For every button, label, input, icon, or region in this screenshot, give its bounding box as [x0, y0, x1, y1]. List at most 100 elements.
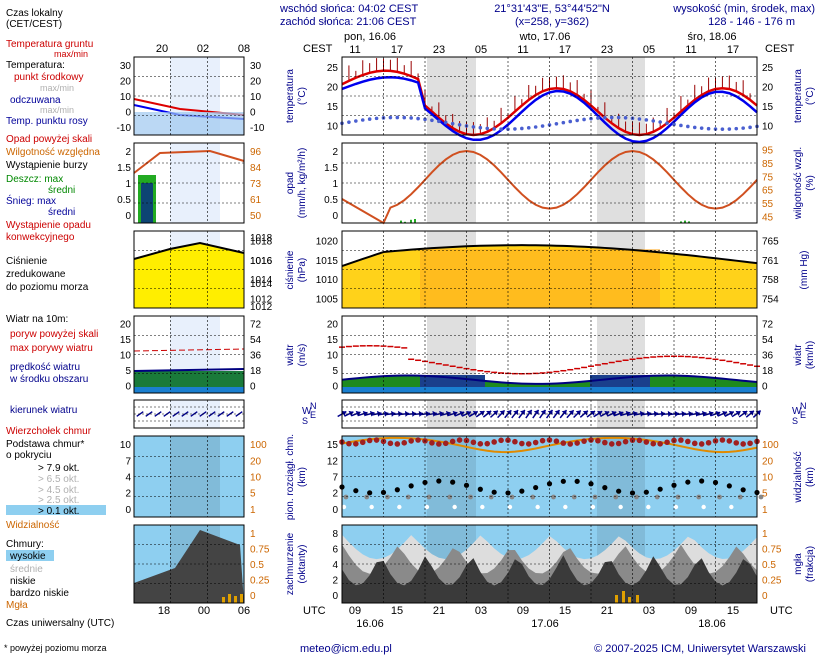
cloud-base-dot [574, 478, 580, 484]
dewpoint-dot [616, 115, 621, 120]
cl-right-tick: 1 [762, 529, 768, 540]
pres-ylabel-line: (hPa) [297, 258, 308, 282]
wind-arrow-head [604, 410, 610, 417]
cloud-top-dot [477, 441, 484, 447]
temp-right-tick: 10 [762, 121, 774, 132]
cloud-base-dot [450, 479, 456, 485]
wind-left-tick: 0 [332, 381, 338, 392]
cl-frame [341, 524, 758, 604]
cb-right-tick: 1 [762, 505, 768, 516]
legend-wind-arrow-shaft [217, 411, 225, 417]
legend-left-tick: 0 [125, 381, 131, 392]
legend-panel [133, 142, 245, 224]
cloud-base-dot [685, 479, 691, 485]
cb-rlabel-line: (km) [805, 467, 816, 487]
height-values: 128 - 146 - 176 m [708, 16, 795, 28]
cb-right-tick: 10 [762, 473, 774, 484]
cloud-base-dot [533, 484, 539, 491]
legend-maxmin-gray2: max/min [40, 105, 74, 115]
pres-rlabel: (mm Hg) [799, 251, 810, 290]
footer-email[interactable]: meteo@icm.edu.pl [300, 643, 392, 655]
wind-arrow [600, 410, 610, 418]
cloud-base-dot [588, 481, 594, 487]
cb-left-tick: 15 [327, 440, 339, 451]
bottom-hour-axis: 09 15 21 03 09 15 21 03 09 15 [349, 605, 739, 617]
cloud-top-dot [567, 441, 574, 447]
temp-left-tick: 25 [327, 63, 339, 74]
cloud-top-dot [539, 437, 546, 444]
wind-right-tick: 36 [762, 351, 774, 362]
dewpoint-dot [533, 125, 538, 129]
legend-precip-above: Opad powyżej skali [6, 134, 92, 145]
legend-fog-bar [228, 594, 231, 603]
pres-right-tick: 761 [762, 256, 779, 267]
cloud-top-dot [366, 437, 373, 444]
temp-rlabel-line: (°C) [805, 87, 816, 105]
legend-wind-area [134, 371, 244, 389]
precip-left-tick: 0 [332, 211, 338, 222]
legend-gust-line [133, 348, 245, 352]
pressure-dark-area [420, 249, 660, 308]
wind-arrow [468, 410, 479, 418]
legend-vlow: bardzo niskie [10, 588, 69, 599]
legend-humidity: Wilgotność względna [6, 147, 100, 158]
panel-temp [340, 56, 759, 144]
wind-arrow-head [728, 410, 734, 417]
dewpoint-dot [457, 122, 462, 127]
legend-okt45: > 4.5 okt. [38, 485, 79, 496]
dewpoint-dot [485, 126, 490, 131]
dewpoint-dot [672, 122, 676, 127]
precip-frame [341, 142, 758, 224]
cloud-base-dot-white [480, 504, 485, 510]
legend-panel [133, 315, 245, 394]
legend-pres-tick: 1016 [250, 256, 273, 267]
legend-okt79: > 7.9 okt. [38, 463, 79, 474]
wind-night-area [420, 375, 485, 387]
legend-high: wysokie [9, 551, 46, 562]
legend-right-tick: 1012 [250, 294, 273, 305]
pres-ylabel: ciśnienie (hPa) [285, 250, 308, 289]
dewpoint-dot [748, 125, 752, 130]
top-hour-tick: 11 [517, 44, 528, 56]
dewpoint-dot [637, 117, 642, 121]
top-hour-tick: 11 [685, 44, 696, 56]
cloud-base-dot [712, 479, 719, 486]
legend-cloud-base: o pokryciu [6, 450, 52, 461]
legend-panel-frame [133, 56, 245, 136]
cl-ylabel-line: zachmurzenie [285, 532, 296, 595]
panel-dir [337, 399, 762, 429]
wind-arrow-head [341, 410, 347, 417]
cloud-top-dot [747, 440, 753, 447]
cb-left-tick: 7 [332, 473, 338, 484]
cloud-top-dot [705, 439, 712, 446]
wind-arrow-head [533, 409, 539, 415]
cb-rlabel-line: widzialność [793, 451, 804, 503]
legend-left-tick: -10 [117, 123, 132, 134]
bottom-hour-tick: 09 [517, 605, 529, 617]
compass-w: W [792, 406, 802, 417]
cloud-base-dot [699, 478, 705, 484]
dewpoint-dot [609, 115, 614, 120]
compass-w: W [302, 406, 312, 417]
top-hour-tick: 23 [433, 44, 445, 56]
legend-left-tick: 2 [125, 147, 131, 158]
wind-line [341, 374, 758, 385]
legend-okt25: > 2.5 okt. [38, 495, 79, 506]
dewpoint-dot [568, 119, 573, 124]
wind-arrow [620, 410, 631, 417]
day-label-3: śro, 18.06 [688, 31, 737, 43]
wind-right-tick: 72 [762, 320, 774, 331]
cb-ylabel-line: (km) [297, 467, 308, 487]
wind-arrow-head [526, 409, 532, 415]
precip-bar [684, 220, 686, 223]
temp-right-tick: 15 [762, 102, 774, 113]
legend-wind-dir: kierunek wiatru [10, 405, 77, 416]
bottom-hour-tick: 03 [475, 605, 487, 617]
cb-rlabel: widzialność (km) [793, 451, 816, 503]
legend-mid: średnie [10, 564, 43, 575]
wind-rlabel: wiatr (km/h) [793, 341, 816, 369]
legend-okt01: > 0.1 okt. [38, 506, 79, 517]
precip-left-tick: 0.5 [324, 195, 338, 206]
wind-arrow-head [348, 410, 354, 417]
dewpoint-dot [450, 121, 455, 126]
